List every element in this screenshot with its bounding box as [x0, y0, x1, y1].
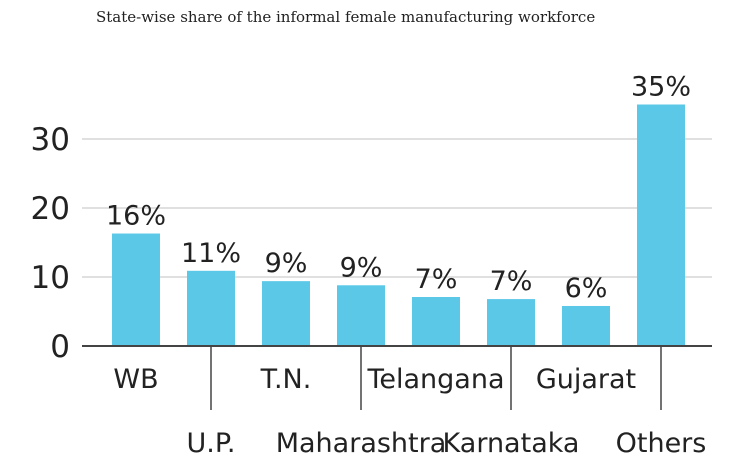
y-tick-label: 30	[31, 122, 70, 158]
bar	[412, 297, 460, 346]
data-label: 11%	[181, 238, 241, 269]
x-tick-label: Karnataka	[443, 428, 580, 459]
bar	[562, 305, 610, 346]
x-tick-label: Gujarat	[536, 364, 636, 395]
bar	[637, 104, 685, 346]
bar	[337, 285, 385, 346]
data-label: 7%	[490, 266, 533, 297]
x-tick-label: U.P.	[186, 428, 235, 459]
bar	[187, 270, 235, 346]
bar	[262, 281, 310, 346]
chart-title: State-wise share of the informal female …	[96, 8, 596, 26]
y-tick-label: 20	[31, 191, 70, 227]
y-tick-label: 10	[31, 260, 70, 296]
data-label: 35%	[631, 72, 691, 103]
x-tick-label: Telangana	[366, 364, 504, 395]
data-label: 9%	[340, 252, 383, 283]
bar	[487, 299, 535, 346]
data-label: 6%	[565, 273, 608, 304]
data-label: 7%	[415, 264, 458, 295]
x-tick-label: T.N.	[260, 364, 312, 395]
x-tick-label: Maharashtra	[276, 428, 447, 459]
data-label: 9%	[265, 248, 308, 279]
x-tick-label: WB	[113, 364, 158, 395]
data-label: 16%	[106, 201, 166, 232]
y-tick-label: 0	[50, 329, 70, 365]
x-tick-label: Others	[616, 428, 707, 459]
bar	[112, 233, 160, 346]
